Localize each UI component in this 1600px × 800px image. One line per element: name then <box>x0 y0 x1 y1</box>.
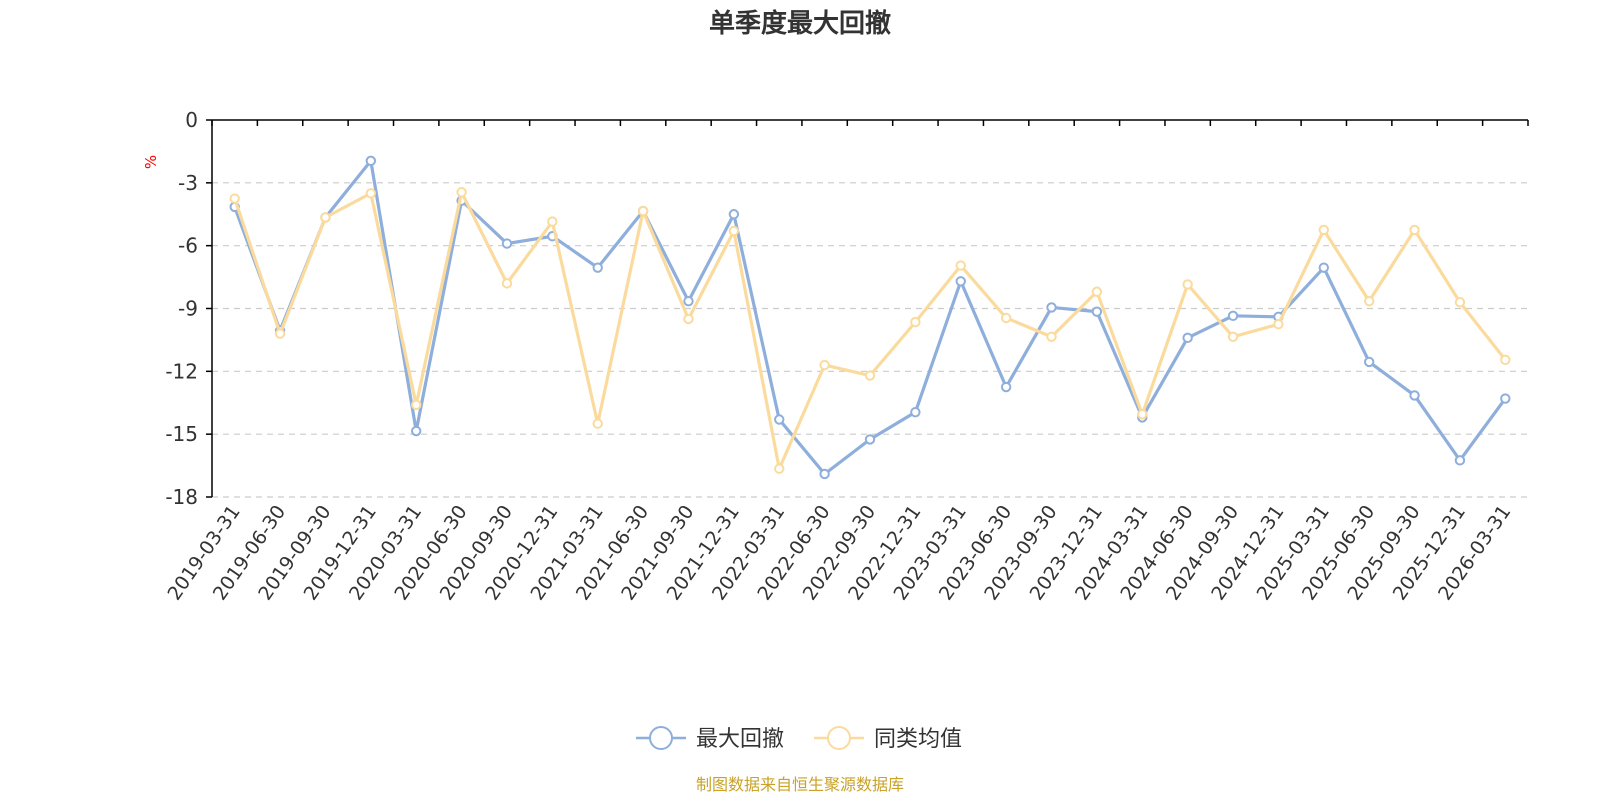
data-point[interactable] <box>864 434 876 445</box>
data-point[interactable] <box>1227 331 1239 342</box>
y-tick-label: -15 <box>165 422 198 446</box>
source-note: 制图数据来自恒生聚源数据库 <box>696 775 904 794</box>
data-point[interactable] <box>274 328 286 339</box>
data-point[interactable] <box>683 295 694 307</box>
y-axis-unit: % <box>142 155 160 169</box>
data-point[interactable] <box>955 260 966 271</box>
data-point[interactable] <box>910 406 921 418</box>
grid-lines <box>212 182 1528 498</box>
data-point[interactable] <box>411 425 422 437</box>
legend-item-2[interactable]: 同类均值 <box>814 726 962 752</box>
data-point[interactable] <box>1363 295 1375 307</box>
legend-label: 最大回撤 <box>696 727 784 752</box>
data-point[interactable] <box>1182 332 1193 344</box>
data-point[interactable] <box>1091 286 1103 297</box>
y-tick-label: -3 <box>178 171 198 195</box>
data-point[interactable] <box>819 359 830 371</box>
data-point[interactable] <box>774 463 785 474</box>
series-line <box>233 159 1507 476</box>
legend[interactable]: 最大回撤 同类均值 <box>636 726 962 752</box>
data-point[interactable] <box>1454 297 1466 308</box>
chart-title: 单季度最大回撤 <box>709 8 891 39</box>
y-tick-label: -18 <box>165 485 198 509</box>
data-point[interactable] <box>411 399 422 411</box>
data-point[interactable] <box>955 276 966 287</box>
data-point[interactable] <box>1454 455 1466 466</box>
data-point[interactable] <box>1137 409 1148 420</box>
data-point[interactable] <box>592 418 603 429</box>
data-point[interactable] <box>592 262 603 273</box>
data-point[interactable] <box>1409 390 1420 401</box>
y-tick-label: -6 <box>178 234 198 258</box>
data-point[interactable] <box>637 205 649 217</box>
y-tick-label: -12 <box>165 359 198 383</box>
data-point[interactable] <box>728 225 740 237</box>
data-point[interactable] <box>1046 331 1057 342</box>
data-point[interactable] <box>1363 356 1375 368</box>
series-line <box>233 190 1507 471</box>
data-point[interactable] <box>864 370 876 381</box>
y-tick-label: 0 <box>185 108 198 132</box>
data-point[interactable] <box>1500 354 1511 366</box>
data-point[interactable] <box>910 316 921 328</box>
series-lines <box>229 155 1511 480</box>
data-point[interactable] <box>547 216 558 227</box>
data-point[interactable] <box>819 468 830 480</box>
legend-circle-icon <box>827 726 851 750</box>
data-point[interactable] <box>1000 381 1012 393</box>
data-point[interactable] <box>501 278 513 289</box>
data-point[interactable] <box>1091 306 1103 317</box>
legend-circle-icon <box>649 726 673 750</box>
data-point[interactable] <box>1046 302 1057 313</box>
data-point[interactable] <box>728 209 740 220</box>
data-point[interactable] <box>1227 310 1239 322</box>
data-point[interactable] <box>365 155 377 167</box>
series-1 <box>229 155 1511 480</box>
data-point[interactable] <box>1318 262 1329 273</box>
data-point[interactable] <box>1500 393 1511 404</box>
data-point[interactable] <box>501 238 513 249</box>
data-point[interactable] <box>1182 279 1193 290</box>
data-point[interactable] <box>1318 224 1329 236</box>
data-point[interactable] <box>320 212 331 223</box>
data-point[interactable] <box>683 313 694 325</box>
data-point[interactable] <box>365 188 377 199</box>
data-point[interactable] <box>229 193 240 204</box>
data-point[interactable] <box>774 414 785 425</box>
y-tick-label: -9 <box>178 297 198 321</box>
data-point[interactable] <box>1409 224 1420 236</box>
series-2 <box>229 187 1511 474</box>
data-point[interactable] <box>1000 312 1012 324</box>
data-point[interactable] <box>456 187 467 198</box>
data-point[interactable] <box>1273 319 1284 330</box>
legend-label: 同类均值 <box>874 727 962 752</box>
legend-item-1[interactable]: 最大回撤 <box>636 726 784 752</box>
